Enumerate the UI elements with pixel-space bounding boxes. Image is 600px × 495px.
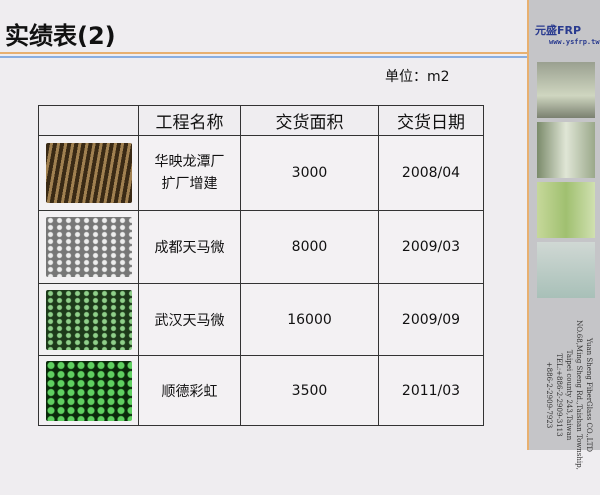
project-date: 2009/03	[378, 210, 484, 284]
project-photo	[45, 289, 132, 350]
project-area: 16000	[240, 283, 379, 356]
table-row: 武汉天马微 16000 2009/09	[38, 283, 484, 356]
project-name: 顺德彩虹	[138, 355, 241, 426]
performance-table: 工程名称 交货面积 交货日期 华映龙潭厂扩厂增建 3000 2008/04 成都…	[38, 105, 484, 426]
project-date: 2009/09	[378, 283, 484, 356]
project-photo	[45, 143, 132, 203]
sidebar-photo	[537, 62, 595, 118]
project-area: 3500	[240, 355, 379, 426]
project-name: 华映龙潭厂扩厂增建	[138, 135, 241, 211]
divider	[0, 56, 527, 58]
company-address: Yuan Sheng FiberGlass CO.,LTD NO.68,Ming …	[545, 320, 593, 470]
project-photo	[45, 217, 132, 277]
project-area: 3000	[240, 135, 379, 211]
logo-url: www.ysfrp.tw	[549, 38, 600, 46]
slide-title: 实绩表(2)	[5, 22, 116, 50]
header-area: 交货面积	[240, 105, 379, 136]
table-header: 工程名称 交货面积 交货日期	[38, 105, 484, 136]
table-row: 华映龙潭厂扩厂增建 3000 2008/04	[38, 135, 484, 211]
project-name: 武汉天马微	[138, 283, 241, 356]
company-logo: 元盛FRP www.ysfrp.tw	[535, 22, 600, 46]
project-date: 2008/04	[378, 135, 484, 211]
header-name: 工程名称	[138, 105, 241, 136]
sidebar: 元盛FRP www.ysfrp.tw Yuan Sheng FiberGlass …	[527, 0, 600, 470]
project-name: 成都天马微	[138, 210, 241, 284]
sidebar-photo	[537, 122, 595, 178]
unit-label: 单位：m2	[385, 69, 450, 85]
header-date: 交货日期	[378, 105, 484, 136]
project-date: 2011/03	[378, 355, 484, 426]
project-area: 8000	[240, 210, 379, 284]
table-row: 成都天马微 8000 2009/03	[38, 210, 484, 284]
logo-text: 元盛FRP	[535, 24, 582, 37]
divider	[0, 52, 527, 54]
table-row: 顺德彩虹 3500 2011/03	[38, 355, 484, 426]
header-photo	[38, 105, 139, 136]
sidebar-photo	[537, 242, 595, 298]
project-photo	[45, 360, 132, 421]
sidebar-photo	[537, 182, 595, 238]
